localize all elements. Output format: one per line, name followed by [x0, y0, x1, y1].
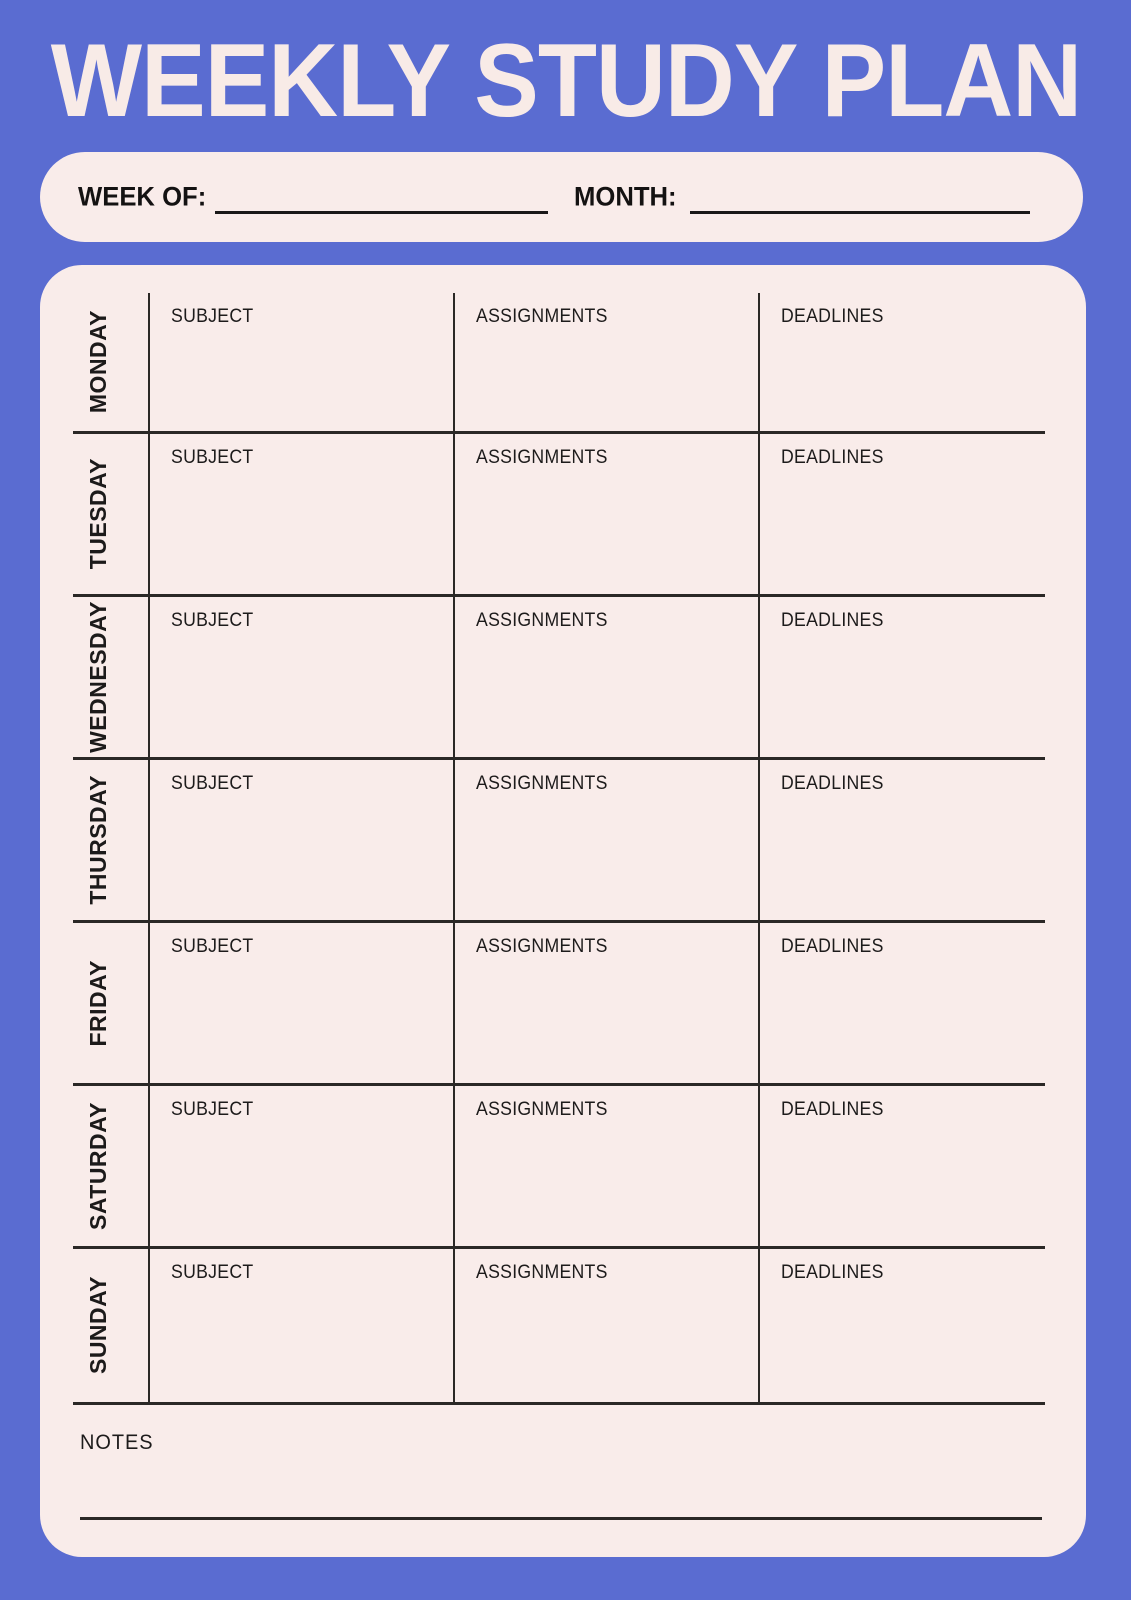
column-header: DEADLINES: [781, 610, 884, 631]
cell-deadlines-tuesday[interactable]: DEADLINES: [758, 434, 1045, 594]
column-header: SUBJECT: [171, 306, 254, 327]
table-row: TUESDAY SUBJECT ASSIGNMENTS DEADLINES: [73, 434, 1045, 597]
column-header: ASSIGNMENTS: [476, 1262, 608, 1283]
day-label: SATURDAY: [85, 1102, 111, 1230]
column-header: DEADLINES: [781, 936, 884, 957]
cell-deadlines-thursday[interactable]: DEADLINES: [758, 760, 1045, 920]
cell-deadlines-wednesday[interactable]: DEADLINES: [758, 597, 1045, 757]
study-table: MONDAY SUBJECT ASSIGNMENTS DEADLINES TUESDAY…: [73, 293, 1045, 1405]
cell-subject-wednesday[interactable]: SUBJECT: [148, 597, 453, 757]
day-cell: TUESDAY: [73, 434, 148, 594]
day-label: THURSDAY: [85, 775, 111, 905]
cell-deadlines-sunday[interactable]: DEADLINES: [758, 1249, 1045, 1402]
planner-card: MONDAY SUBJECT ASSIGNMENTS DEADLINES TUESDAY…: [40, 265, 1086, 1557]
column-header: SUBJECT: [171, 773, 254, 794]
notes-label: NOTES: [80, 1431, 154, 1454]
cell-assignments-thursday[interactable]: ASSIGNMENTS: [453, 760, 758, 920]
cell-subject-monday[interactable]: SUBJECT: [148, 293, 453, 431]
page-title: WEEKLY STUDY PLAN: [50, 23, 1081, 139]
column-header: ASSIGNMENTS: [476, 1099, 608, 1120]
day-label: TUESDAY: [85, 458, 111, 570]
table-row: SATURDAY SUBJECT ASSIGNMENTS DEADLINES: [73, 1086, 1045, 1249]
day-cell: MONDAY: [73, 293, 148, 431]
column-header: SUBJECT: [171, 936, 254, 957]
column-header: SUBJECT: [171, 610, 254, 631]
cell-assignments-friday[interactable]: ASSIGNMENTS: [453, 923, 758, 1083]
table-row: SUNDAY SUBJECT ASSIGNMENTS DEADLINES: [73, 1249, 1045, 1405]
column-header: ASSIGNMENTS: [476, 773, 608, 794]
cell-subject-friday[interactable]: SUBJECT: [148, 923, 453, 1083]
cell-deadlines-friday[interactable]: DEADLINES: [758, 923, 1045, 1083]
column-header: SUBJECT: [171, 447, 254, 468]
day-label: FRIDAY: [85, 959, 111, 1047]
column-header: ASSIGNMENTS: [476, 306, 608, 327]
week-of-input-line[interactable]: [215, 211, 548, 214]
column-header: DEADLINES: [781, 306, 884, 327]
table-row: THURSDAY SUBJECT ASSIGNMENTS DEADLINES: [73, 760, 1045, 923]
column-header: DEADLINES: [781, 1262, 884, 1283]
title-bar: WEEKLY STUDY PLAN: [0, 26, 1131, 136]
notes-input-area[interactable]: [80, 1465, 1042, 1515]
column-header: ASSIGNMENTS: [476, 936, 608, 957]
day-cell: SATURDAY: [73, 1086, 148, 1246]
day-cell: WEDNESDAY: [73, 597, 148, 757]
column-header: DEADLINES: [781, 447, 884, 468]
column-header: ASSIGNMENTS: [476, 447, 608, 468]
cell-assignments-wednesday[interactable]: ASSIGNMENTS: [453, 597, 758, 757]
week-of-label: WEEK OF:: [78, 181, 207, 212]
month-input-line[interactable]: [690, 211, 1030, 214]
table-row: WEDNESDAY SUBJECT ASSIGNMENTS DEADLINES: [73, 597, 1045, 760]
day-label: WEDNESDAY: [85, 601, 111, 753]
day-cell: SUNDAY: [73, 1249, 148, 1402]
cell-deadlines-monday[interactable]: DEADLINES: [758, 293, 1045, 431]
cell-assignments-saturday[interactable]: ASSIGNMENTS: [453, 1086, 758, 1246]
day-label: MONDAY: [85, 310, 111, 414]
day-cell: FRIDAY: [73, 923, 148, 1083]
column-header: DEADLINES: [781, 1099, 884, 1120]
table-row: MONDAY SUBJECT ASSIGNMENTS DEADLINES: [73, 293, 1045, 434]
cell-assignments-sunday[interactable]: ASSIGNMENTS: [453, 1249, 758, 1402]
week-month-bar: WEEK OF: MONTH:: [40, 152, 1083, 242]
column-header: SUBJECT: [171, 1099, 254, 1120]
notes-input-line[interactable]: [80, 1517, 1042, 1520]
cell-subject-sunday[interactable]: SUBJECT: [148, 1249, 453, 1402]
cell-subject-tuesday[interactable]: SUBJECT: [148, 434, 453, 594]
table-row: FRIDAY SUBJECT ASSIGNMENTS DEADLINES: [73, 923, 1045, 1086]
cell-subject-thursday[interactable]: SUBJECT: [148, 760, 453, 920]
cell-deadlines-saturday[interactable]: DEADLINES: [758, 1086, 1045, 1246]
cell-assignments-monday[interactable]: ASSIGNMENTS: [453, 293, 758, 431]
day-cell: THURSDAY: [73, 760, 148, 920]
column-header: DEADLINES: [781, 773, 884, 794]
column-header: SUBJECT: [171, 1262, 254, 1283]
cell-assignments-tuesday[interactable]: ASSIGNMENTS: [453, 434, 758, 594]
day-label: SUNDAY: [85, 1276, 111, 1375]
column-header: ASSIGNMENTS: [476, 610, 608, 631]
cell-subject-saturday[interactable]: SUBJECT: [148, 1086, 453, 1246]
month-label: MONTH:: [574, 181, 677, 212]
